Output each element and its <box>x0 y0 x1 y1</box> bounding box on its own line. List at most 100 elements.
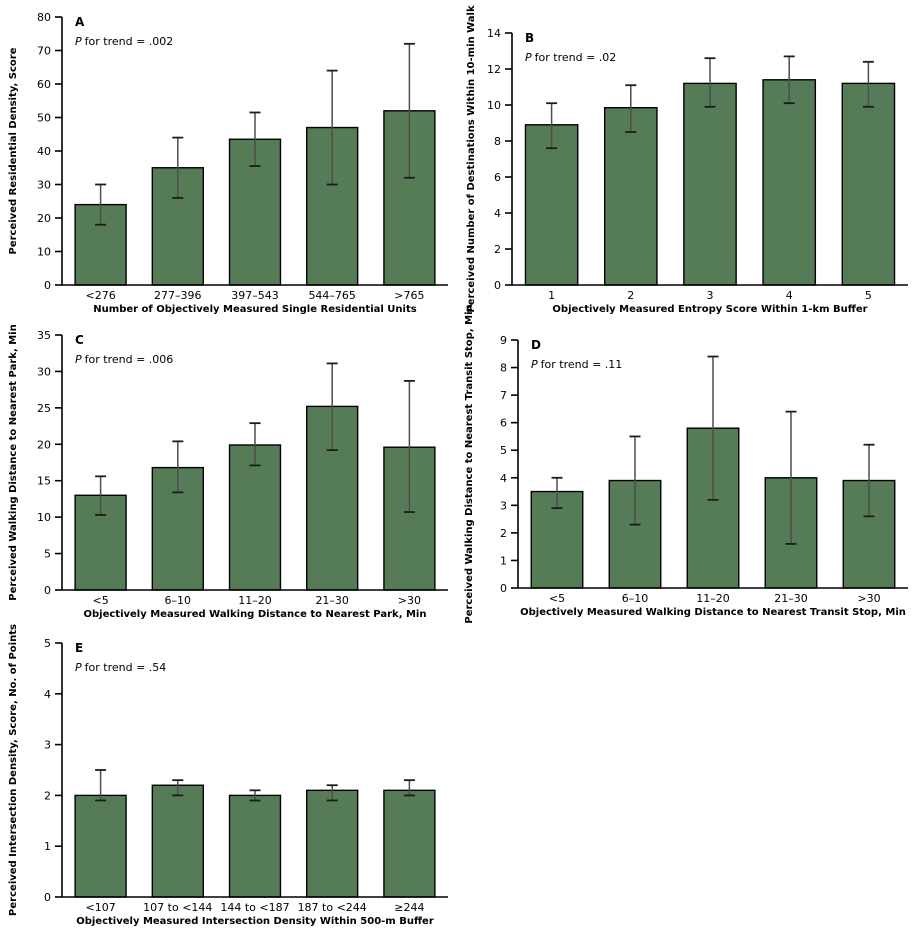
y-tick-label: 4 <box>494 207 501 220</box>
panel-letter: B <box>525 31 534 45</box>
x-category-label: ≥244 <box>394 901 424 914</box>
y-tick-label: 10 <box>487 99 501 112</box>
y-tick-label: 15 <box>37 475 51 488</box>
panel-b: 0 2 4 6 8 10 12 14 1 2 3 4 5 Objectively Measured Ent… <box>460 0 920 320</box>
y-tick-label: 4 <box>44 688 51 701</box>
bar <box>383 789 436 898</box>
x-category-label: 187 to <244 <box>298 901 367 914</box>
bar <box>228 444 282 591</box>
x-category-label: 544–765 <box>308 289 356 302</box>
x-category-label: >765 <box>394 289 424 302</box>
y-tick-label: 30 <box>37 365 51 378</box>
p-italic: P <box>75 353 82 366</box>
x-category-label: 144 to <187 <box>220 901 289 914</box>
y-tick-label: 5 <box>44 548 51 561</box>
panel-a: 0 10 20 30 40 50 60 70 80 <276 277–396 397–543 544–7… <box>0 0 460 320</box>
y-tick-label: 20 <box>37 438 51 451</box>
p-rest: for trend = .54 <box>85 661 167 674</box>
y-tick-label: 0 <box>44 584 51 597</box>
panel-e-chart: 0 1 2 3 4 5 <107 107 to <144 144 to <187 187 to <… <box>8 624 448 927</box>
panel-a-chart: 0 10 20 30 40 50 60 70 80 <276 277–396 397–543 544–7… <box>8 11 448 315</box>
x-category-label: <5 <box>92 594 108 607</box>
x-category-label: 107 to <144 <box>143 901 212 914</box>
y-tick-label: 3 <box>44 739 51 752</box>
y-tick-label: 8 <box>494 135 501 148</box>
y-tick-label: 60 <box>37 78 51 91</box>
x-axis-title: Objectively Measured Walking Distance to… <box>84 609 427 620</box>
y-tick-label: 5 <box>500 444 507 457</box>
x-category-label: 11–20 <box>696 592 730 605</box>
y-tick-label: 0 <box>500 582 507 595</box>
y-tick-label: 35 <box>37 329 51 342</box>
x-category-label: 3 <box>707 289 714 302</box>
y-tick-label: 0 <box>44 279 51 292</box>
x-category-label: 6–10 <box>165 594 192 607</box>
x-category-label: 6–10 <box>622 592 649 605</box>
y-tick-label: 25 <box>37 402 51 415</box>
p-rest: for trend = .006 <box>85 353 174 366</box>
y-tick-label: 0 <box>494 279 501 292</box>
y-axis-title: Perceived Walking Distance to Nearest Tr… <box>464 304 475 623</box>
x-category-label: 4 <box>786 289 793 302</box>
y-tick-label: 2 <box>500 527 507 540</box>
panel-letter: C <box>75 333 84 347</box>
x-category-label: 277–396 <box>154 289 202 302</box>
bar <box>306 789 359 898</box>
y-tick-label: 40 <box>37 145 51 158</box>
y-axis-title: Perceived Intersection Density, Score, N… <box>8 624 19 916</box>
y-tick-label: 10 <box>37 511 51 524</box>
y-tick-label: 1 <box>500 554 507 567</box>
bar <box>603 106 658 286</box>
x-category-label: 21–30 <box>774 592 808 605</box>
y-tick-label: 20 <box>37 212 51 225</box>
y-tick-label: 70 <box>37 45 51 58</box>
y-tick-label: 6 <box>500 417 507 430</box>
x-category-label: >30 <box>398 594 421 607</box>
x-category-label: 2 <box>627 289 634 302</box>
bar <box>74 794 127 898</box>
y-axis-title: Perceived Walking Distance to Nearest Pa… <box>8 324 19 600</box>
x-category-label: 397–543 <box>231 289 279 302</box>
y-axis-title: Perceived Residential Density, Score <box>8 47 19 254</box>
panel-c-chart: 0 5 10 15 20 25 30 35 <5 6–10 11–20 21–30 >30 Objecti… <box>8 324 448 620</box>
x-axis-title: Objectively Measured Intersection Densit… <box>76 916 434 927</box>
y-tick-label: 12 <box>487 63 501 76</box>
bar <box>841 82 896 286</box>
x-category-label: 21–30 <box>315 594 349 607</box>
y-tick-label: 0 <box>44 891 51 904</box>
y-tick-label: 30 <box>37 179 51 192</box>
bar <box>524 124 579 286</box>
p-rest: for trend = .002 <box>85 35 174 48</box>
bar <box>228 794 282 898</box>
x-category-label: <276 <box>85 289 115 302</box>
panel-letter: E <box>75 641 83 655</box>
y-tick-label: 1 <box>44 840 51 853</box>
panel-d-chart: 0 1 2 3 4 5 6 7 8 9 <5 6–10 11–20 21–30 >30 Objectively… <box>464 304 908 624</box>
panel-letter: A <box>75 15 85 29</box>
y-axis-title: Perceived Number of Destinations Within … <box>466 5 477 313</box>
p-rest: for trend = .11 <box>541 358 623 371</box>
y-tick-label: 6 <box>494 171 501 184</box>
panel-letter: D <box>531 338 541 352</box>
y-tick-label: 80 <box>37 11 51 24</box>
empty-cell <box>460 630 920 951</box>
y-tick-label: 50 <box>37 112 51 125</box>
y-tick-label: 2 <box>44 789 51 802</box>
y-tick-label: 4 <box>500 472 507 485</box>
bar <box>151 784 204 898</box>
p-rest: for trend = .02 <box>535 51 617 64</box>
y-tick-label: 14 <box>487 27 501 40</box>
y-tick-label: 9 <box>500 334 507 347</box>
y-tick-label: 2 <box>494 243 501 256</box>
y-tick-label: 7 <box>500 389 507 402</box>
p-italic: P <box>75 35 82 48</box>
p-italic: P <box>525 51 532 64</box>
p-italic: P <box>75 661 82 674</box>
bar <box>683 82 737 286</box>
